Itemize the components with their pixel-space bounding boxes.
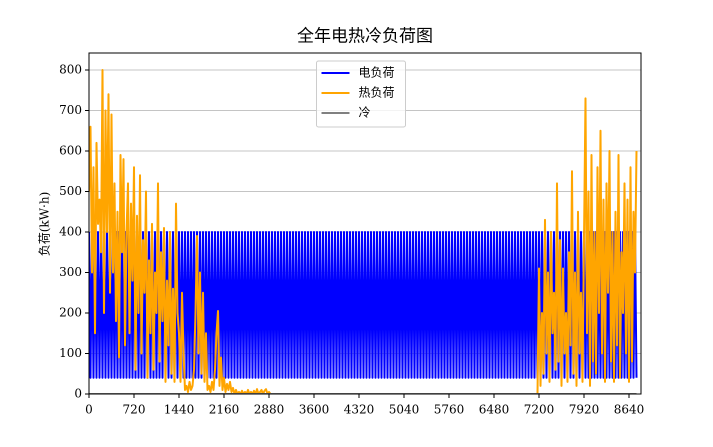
x-tick-label: 1440	[164, 403, 195, 417]
x-tick-label: 7920	[569, 403, 600, 417]
x-tick-label: 3600	[299, 403, 330, 417]
y-tick-label: 800	[59, 63, 82, 77]
legend-box	[316, 60, 406, 128]
y-tick-label: 100	[59, 346, 82, 360]
x-tick-label: 2160	[209, 403, 240, 417]
x-tick-label: 720	[123, 403, 146, 417]
plot-area	[89, 69, 638, 394]
y-tick-label: 200	[59, 306, 82, 320]
x-tick-label: 4320	[344, 403, 375, 417]
x-tick-label: 6480	[479, 403, 510, 417]
x-tick-label: 5760	[434, 403, 465, 417]
y-tick-label: 300	[59, 265, 82, 279]
y-axis-label: 负荷(kW·h)	[38, 192, 52, 257]
chart-title: 全年电热冷负荷图	[297, 27, 433, 47]
legend-label: 冷	[359, 106, 371, 120]
legend-label: 电负荷	[359, 66, 395, 80]
x-tick-label: 2880	[254, 403, 285, 417]
axes-frame	[88, 52, 642, 395]
y-tick-label: 600	[59, 144, 82, 158]
y-tick-label: 400	[59, 225, 82, 239]
x-tick-label: 7200	[524, 403, 555, 417]
y-tick-label: 700	[59, 103, 82, 117]
x-tick-label: 0	[85, 403, 93, 417]
legend-label: 热负荷	[359, 86, 395, 100]
y-tick-label: 0	[74, 387, 82, 401]
series-line	[89, 69, 638, 394]
x-tick-label: 8640	[614, 403, 645, 417]
x-tick-label: 5040	[389, 403, 420, 417]
y-tick-label: 500	[59, 184, 82, 198]
